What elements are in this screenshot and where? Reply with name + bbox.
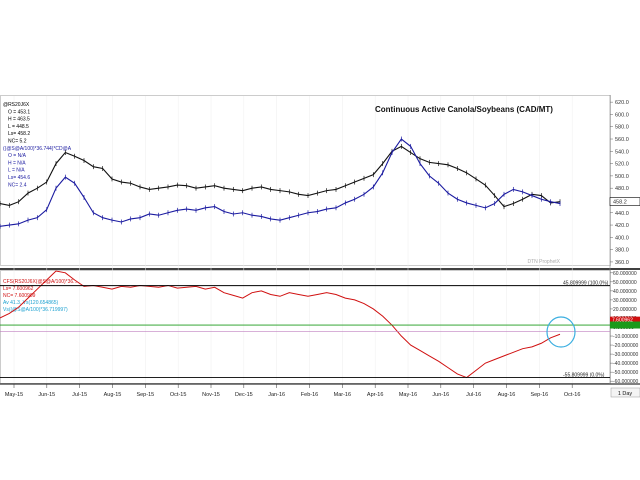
- upper-y-tick-label: 540.0: [615, 149, 629, 155]
- reference-line-label: 45.809999 (100.0%): [563, 281, 609, 287]
- lower-y-tick-label: -20.000000: [613, 343, 639, 349]
- x-tick-label: Sep-15: [136, 392, 154, 398]
- upper-y-tick-label: 380.0: [615, 248, 629, 254]
- upper-y-tick-label: 400.0: [615, 235, 629, 241]
- upper-panel-frame: [0, 95, 611, 266]
- chart-title: Continuous Active Canola/Soybeans (CAD/M…: [375, 105, 553, 114]
- lower-last-value-box: [610, 316, 640, 324]
- x-tick-label: Mar-16: [334, 392, 351, 398]
- lower-series: [0, 270, 561, 379]
- reference-line-label: -55.809999 (0.0%): [563, 372, 605, 378]
- x-axis-labels: May-15 Jun-15 Jul-15 Aug-15 Sep-15 Oct-15 Nov-…: [5, 384, 581, 398]
- upper-legend-entry: NC= 2.4: [8, 182, 27, 188]
- upper-y-tick-label: 620.0: [615, 100, 629, 106]
- interval-box[interactable]: [610, 387, 640, 398]
- x-tick-label: May-15: [5, 392, 23, 398]
- lower-y-tick-label: 50.000000: [613, 280, 637, 286]
- x-tick-label: Oct-16: [564, 392, 581, 398]
- watermark: DTN ProphetX: [527, 259, 560, 265]
- upper-legend-entry: Ls= 454.6: [8, 175, 30, 181]
- x-tick-label: Jan-16: [268, 392, 285, 398]
- upper-y-tick-label: 360.0: [615, 260, 629, 266]
- upper-grid: [13, 96, 573, 383]
- upper-y-tick-label: 600.0: [615, 112, 629, 118]
- x-tick-label: Aug-16: [498, 392, 516, 398]
- upper-legend-entry: NC= 5.2: [8, 139, 27, 145]
- x-tick-label: Nov-15: [202, 392, 220, 398]
- lower-y-tick-label: 60.000000: [613, 271, 637, 277]
- lower-legend: CFS(RS20J6X(@S@A/100)*36...Ls= 7.600962N…: [3, 279, 77, 313]
- upper-legend-entry: H = N/A: [8, 160, 26, 166]
- upper-y-tick-label: 420.0: [615, 223, 629, 229]
- lower-legend-entry: Vs((@S@A/100)*36.719997): [3, 307, 68, 313]
- upper-last-value-label: 458.2: [613, 200, 627, 206]
- lower-legend-entry: Ls= 7.600962: [3, 286, 34, 292]
- lower-panel-frame: [0, 270, 611, 384]
- upper-y-tick-label: 580.0: [615, 125, 629, 131]
- x-tick-label: Sep-16: [530, 392, 548, 398]
- lower-last-value-label: 7.600962: [612, 318, 633, 324]
- upper-legend-entry: H = 463.5: [8, 117, 30, 123]
- x-tick-label: Apr-16: [367, 392, 384, 398]
- lower-reference-lines: 45.809999 (100.0%) -55.809999 (0.0%): [0, 281, 610, 378]
- upper-legend-entry: O = N/A: [8, 153, 27, 159]
- upper-legend-entry: @RS20J6X: [3, 102, 30, 108]
- lower-y-tick-label: -50.000000: [613, 370, 639, 376]
- x-tick-label: Oct-15: [170, 392, 187, 398]
- x-tick-label: Dec-15: [235, 392, 253, 398]
- lower-last-value-box: [610, 321, 640, 329]
- lower-y-tick-label: -60.000000: [613, 379, 639, 385]
- lower-legend-entry: NC= 7.600909: [3, 293, 36, 299]
- x-tick-label: Aug-15: [104, 392, 122, 398]
- upper-y-tick-label: 560.0: [615, 137, 629, 143]
- lower-legend-entry: Av 41.3, Vs(120.654865): [3, 300, 59, 306]
- upper-last-value-box: [609, 197, 640, 206]
- upper-y-tick-label: 500.0: [615, 174, 629, 180]
- upper-y-ticks: 620.0 600.0 580.0 560.0 540.0 520.0 500.0 480.0…: [610, 100, 629, 266]
- lower-y-tick-label: -30.000000: [613, 352, 639, 358]
- interval-label: 1 Day: [618, 391, 633, 397]
- spread-series-line: [0, 270, 561, 379]
- upper-y-tick-label: 520.0: [615, 162, 629, 168]
- x-tick-label: Feb-16: [301, 392, 318, 398]
- lower-y-tick-label: 40.000000: [613, 289, 637, 295]
- x-tick-label: Jul-15: [72, 392, 87, 398]
- upper-series: [0, 136, 561, 229]
- soybeans-series-line: [0, 138, 561, 227]
- lower-y-tick-label: 20.000000: [613, 307, 637, 313]
- upper-legend-entry: O = 453.1: [8, 109, 30, 115]
- x-tick-label: Jun-15: [38, 392, 55, 398]
- x-tick-label: Jul-16: [466, 392, 481, 398]
- lower-y-tick-label: -40.000000: [613, 361, 639, 367]
- upper-legend-entry: L = N/A: [8, 168, 25, 174]
- upper-legend-entry: ((@S@A/100)*36.744)*CD@A: [3, 146, 72, 152]
- x-tick-label: May-16: [399, 392, 417, 398]
- upper-y-tick-label: 480.0: [615, 186, 629, 192]
- x-tick-label: Jun-16: [432, 392, 449, 398]
- last-value-labels: 458.2 7.600962: [609, 197, 640, 329]
- lower-legend-entry: CFS(RS20J6X(@S@A/100)*36...: [3, 279, 77, 285]
- upper-legend-entry: L = 448.5: [8, 124, 29, 130]
- upper-legend-entry: Ls= 458.2: [8, 131, 30, 137]
- upper-y-tick-label: 440.0: [615, 211, 629, 217]
- highlight-circle: [546, 316, 576, 348]
- lower-y-tick-label: 30.000000: [613, 298, 637, 304]
- lower-y-tick-label: -10.000000: [613, 334, 639, 340]
